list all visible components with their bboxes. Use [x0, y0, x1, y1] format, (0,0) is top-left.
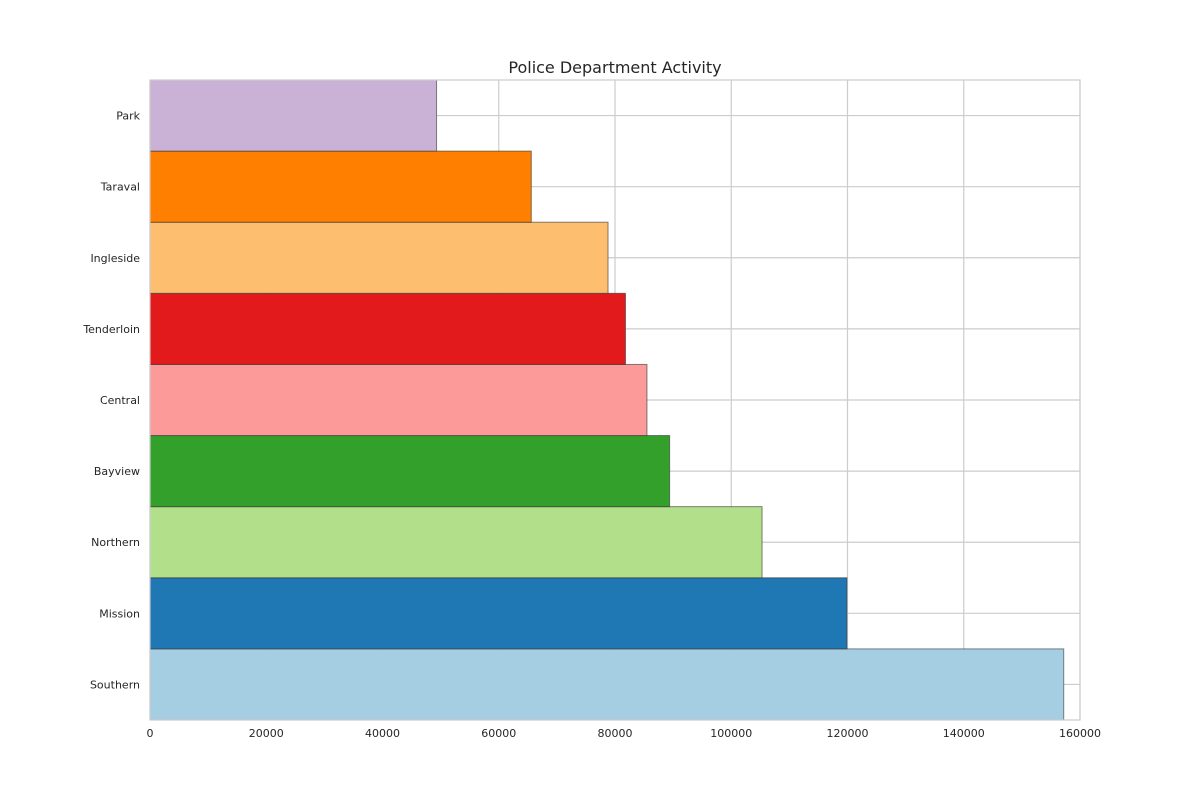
- bar-bayview: [149, 435, 671, 508]
- x-tick-label: 40000: [365, 727, 400, 740]
- y-tick-label: Bayview: [94, 465, 140, 478]
- bar-taraval: [149, 150, 532, 223]
- y-tick-label: Central: [100, 394, 140, 407]
- bar-southern: [149, 648, 1065, 721]
- bar-central: [149, 363, 648, 437]
- chart-title: Police Department Activity: [508, 58, 721, 77]
- y-axis-tick-labels: Southern Mission Northern Bayview Central Ten…: [82, 110, 140, 692]
- bar-northern: [149, 506, 763, 579]
- y-tick-label: Ingleside: [90, 252, 140, 265]
- bar-mission: [149, 577, 848, 650]
- y-tick-label: Taraval: [100, 181, 140, 194]
- y-tick-label: Southern: [90, 678, 140, 691]
- x-tick-label: 0: [147, 727, 154, 740]
- bars: [149, 79, 1065, 721]
- bar-ingleside: [149, 221, 609, 294]
- x-tick-label: 80000: [598, 727, 633, 740]
- x-tick-label: 140000: [943, 727, 985, 740]
- x-tick-label: 20000: [249, 727, 284, 740]
- plot-frame: [149, 79, 1081, 721]
- x-tick-label: 120000: [827, 727, 869, 740]
- y-tick-label: Mission: [99, 607, 140, 620]
- y-tick-label: Tenderloin: [82, 323, 140, 336]
- bar-park: [149, 79, 438, 152]
- y-tick-label: Northern: [91, 536, 140, 549]
- bar-tenderloin: [149, 292, 626, 365]
- x-tick-label: 100000: [710, 727, 752, 740]
- x-tick-label: 60000: [481, 727, 516, 740]
- x-axis-tick-labels: 0 20000 40000 60000 80000 100000 120000 140000 1…: [147, 727, 1102, 740]
- x-tick-label: 160000: [1059, 727, 1101, 740]
- y-tick-label: Park: [116, 110, 140, 123]
